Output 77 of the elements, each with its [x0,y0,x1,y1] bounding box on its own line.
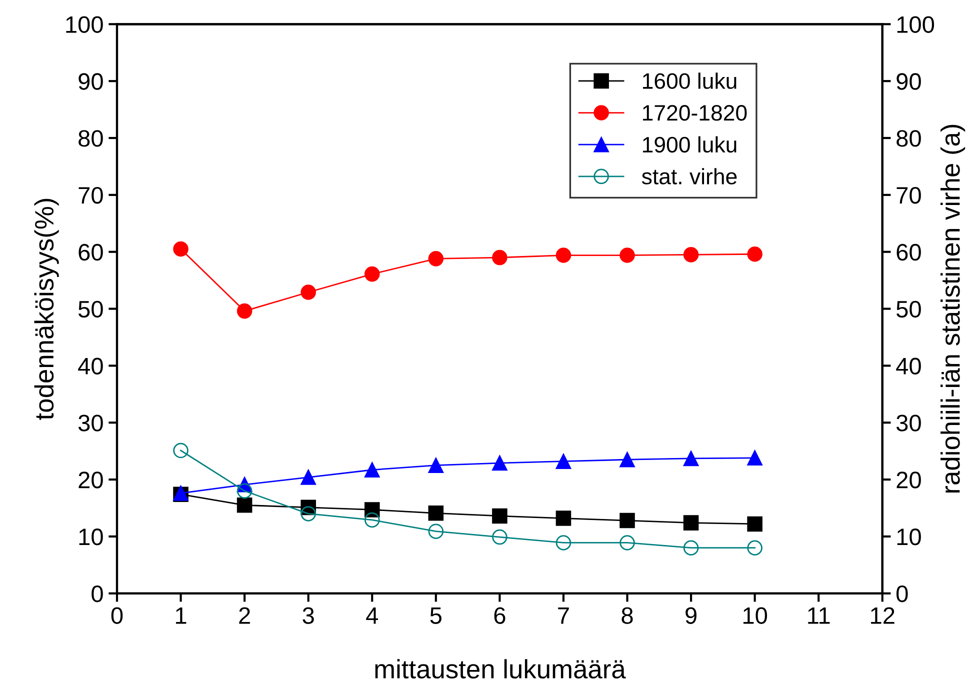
point [747,246,762,262]
point [492,508,508,524]
point [428,251,444,266]
point [428,458,444,473]
legend-label: stat. virhe [642,168,737,184]
point [492,455,508,471]
x-tick-label: 12 [871,607,894,624]
y2-tick-label: 20 [896,472,921,488]
point [683,515,699,530]
point [364,462,380,478]
x-tick-label: 3 [302,607,314,624]
x-tick-label: 4 [366,607,378,624]
point [683,247,699,262]
x-tick-label: 5 [430,607,442,624]
legend-label: 1720-1820 [643,105,747,121]
point [364,266,380,282]
point [556,454,572,469]
x-axis-title: mittausten lukumäärä [375,659,626,679]
point [620,452,635,468]
y2-tick-label: 60 [896,244,921,261]
x-tick-label: 2 [239,607,250,624]
y2-tick-label: 10 [897,528,921,546]
point [683,540,699,556]
point [556,535,572,550]
point [236,498,252,513]
legend-label: 1900 luku [643,136,736,153]
y-tick-label: 30 [78,414,103,432]
y2-tick-label: 80 [896,130,921,147]
point [236,483,252,499]
y-tick-label: 10 [79,528,103,546]
y-tick-label: 40 [78,358,103,374]
point [300,470,316,485]
point [300,284,316,300]
point [300,506,316,522]
y2-tick-label: 40 [896,358,921,374]
x-tick-label: 7 [558,607,569,624]
legend-label: 1600 luku [643,72,736,89]
point [747,540,762,556]
x-tick-label: 11 [808,607,830,624]
point [428,505,444,521]
point [173,442,188,458]
y-tick-label: 0 [92,585,103,602]
y-tick-label: 80 [78,130,103,147]
y-tick-label: 90 [78,73,103,90]
x-tick-label: 6 [494,607,506,624]
point [492,250,508,266]
point [236,303,252,319]
point [173,241,188,257]
point [620,535,635,550]
x-tick-label: 1 [176,607,186,624]
y2-tick-label: 0 [896,585,908,602]
point [620,248,635,263]
y-tick-label: 60 [78,244,103,261]
point [747,516,762,532]
y-tick-label: 70 [78,186,103,204]
x-tick-label: 0 [111,607,123,624]
point [747,450,762,466]
point [428,524,444,539]
y-tick-label: 20 [78,472,103,488]
y2-tick-label: 50 [896,300,921,318]
y-axis-title: todennäköisyys(%) [34,198,59,420]
point [683,450,699,466]
y2-tick-label: 100 [897,16,934,33]
point [364,512,380,528]
y-tick-label: 50 [78,300,103,318]
y2-axis-title: radiohiili-iän statistinen virhe (a) [940,124,966,493]
y2-tick-label: 70 [896,186,921,204]
x-tick-label: 9 [686,607,696,624]
y-tick-label: 100 [66,16,103,33]
point [492,529,508,545]
y2-tick-label: 90 [896,73,921,90]
point [620,512,635,528]
point [556,510,572,526]
point [556,248,572,263]
x-tick-label: 8 [622,607,633,624]
x-tick-label: 10 [743,607,768,624]
y2-tick-label: 30 [896,414,921,432]
